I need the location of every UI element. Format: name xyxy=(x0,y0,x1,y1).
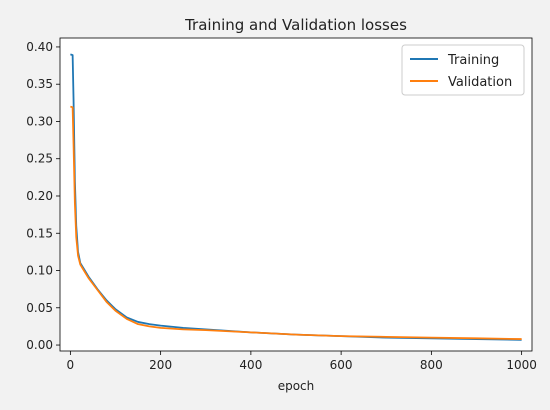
x-tick-label: 0 xyxy=(67,358,75,372)
legend-box xyxy=(401,44,525,96)
x-axis: 0 200 400 600 800 1000 xyxy=(67,351,537,372)
y-tick-label: 0.25 xyxy=(26,152,53,166)
x-tick-label: 600 xyxy=(330,358,353,372)
x-tick-label: 400 xyxy=(239,358,262,372)
y-axis: 0.00 0.05 0.10 0.15 0.20 0.25 0.30 0.35 0.40 xyxy=(26,40,60,352)
y-tick-label: 0.35 xyxy=(26,77,53,91)
legend-label-training: Training xyxy=(447,53,499,68)
y-tick-label: 0.40 xyxy=(26,40,53,54)
y-tick-label: 0.15 xyxy=(26,226,53,240)
chart-title: Training and Validation losses xyxy=(184,16,407,34)
y-tick-label: 0.30 xyxy=(26,114,53,128)
y-tick-label: 0.05 xyxy=(26,301,53,315)
x-tick-label: 800 xyxy=(420,358,443,372)
y-tick-label: 0.10 xyxy=(26,264,53,278)
legend-label-validation: Validation xyxy=(448,75,512,90)
x-tick-label: 200 xyxy=(149,358,172,372)
series-lines xyxy=(70,53,522,341)
series-line-validation xyxy=(70,105,522,340)
y-tick-label: 0.00 xyxy=(26,338,53,352)
y-tick-label: 0.20 xyxy=(26,189,53,203)
x-axis-label: epoch xyxy=(278,379,315,393)
legend: Training Validation xyxy=(401,44,525,96)
x-tick-label: 1000 xyxy=(506,358,537,372)
